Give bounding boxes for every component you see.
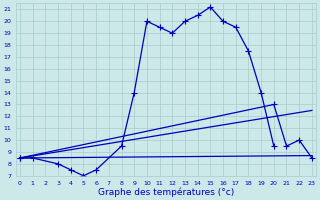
X-axis label: Graphe des températures (°c): Graphe des températures (°c) xyxy=(98,187,234,197)
